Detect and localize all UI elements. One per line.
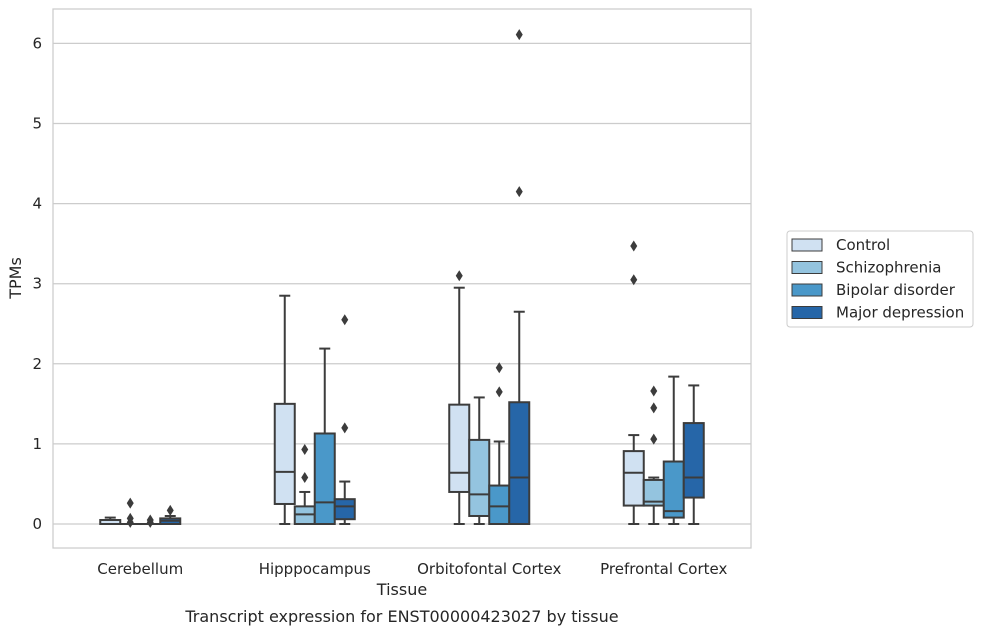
y-tick-label: 3: [32, 275, 42, 293]
iqr-box: [315, 433, 335, 524]
y-tick-label: 4: [32, 195, 42, 213]
legend-label: Control: [836, 236, 890, 254]
x-tick-label: Hipppocampus: [259, 560, 371, 578]
iqr-box: [624, 451, 644, 505]
y-tick-label: 6: [32, 34, 42, 52]
iqr-box: [489, 486, 509, 524]
iqr-box: [335, 499, 355, 519]
x-axis-title: Tissue: [376, 580, 427, 599]
legend: Control Schizophrenia Bipolar disorder Majo…: [787, 231, 973, 327]
y-tick-label: 0: [32, 515, 42, 533]
iqr-box: [275, 404, 295, 504]
legend-swatch: [792, 239, 822, 251]
legend-label: Bipolar disorder: [836, 281, 956, 299]
y-tick-label: 5: [32, 115, 42, 133]
iqr-box: [684, 423, 704, 497]
x-tick-labels: Cerebellum Hipppocampus Orbitofontal Corte…: [97, 560, 727, 578]
legend-label: Schizophrenia: [836, 259, 941, 277]
iqr-box: [509, 402, 529, 524]
y-tick-label: 1: [32, 435, 42, 453]
iqr-box: [449, 405, 469, 492]
legend-label: Major depression: [836, 304, 964, 322]
legend-swatch: [792, 307, 822, 319]
iqr-box: [469, 440, 489, 516]
plot-area: [53, 9, 751, 548]
x-tick-label: Prefrontal Cortex: [600, 560, 727, 578]
legend-swatch: [792, 284, 822, 296]
y-axis-title: TPMs: [6, 257, 25, 300]
x-tick-label: Cerebellum: [97, 560, 183, 578]
legend-swatch: [792, 262, 822, 274]
y-tick-label: 2: [32, 355, 42, 373]
chart-caption: Transcript expression for ENST0000042302…: [184, 607, 618, 626]
iqr-box: [664, 462, 684, 518]
y-tick-labels: 0 1 2 3 4 5 6: [32, 34, 42, 533]
x-tick-label: Orbitofontal Cortex: [417, 560, 561, 578]
